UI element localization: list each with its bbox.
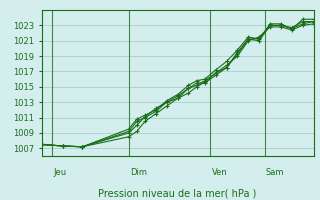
Text: Jeu: Jeu: [54, 168, 67, 177]
Text: Sam: Sam: [266, 168, 284, 177]
Text: Ven: Ven: [212, 168, 227, 177]
Text: Pression niveau de la mer( hPa ): Pression niveau de la mer( hPa ): [99, 188, 257, 198]
Text: Dim: Dim: [130, 168, 147, 177]
